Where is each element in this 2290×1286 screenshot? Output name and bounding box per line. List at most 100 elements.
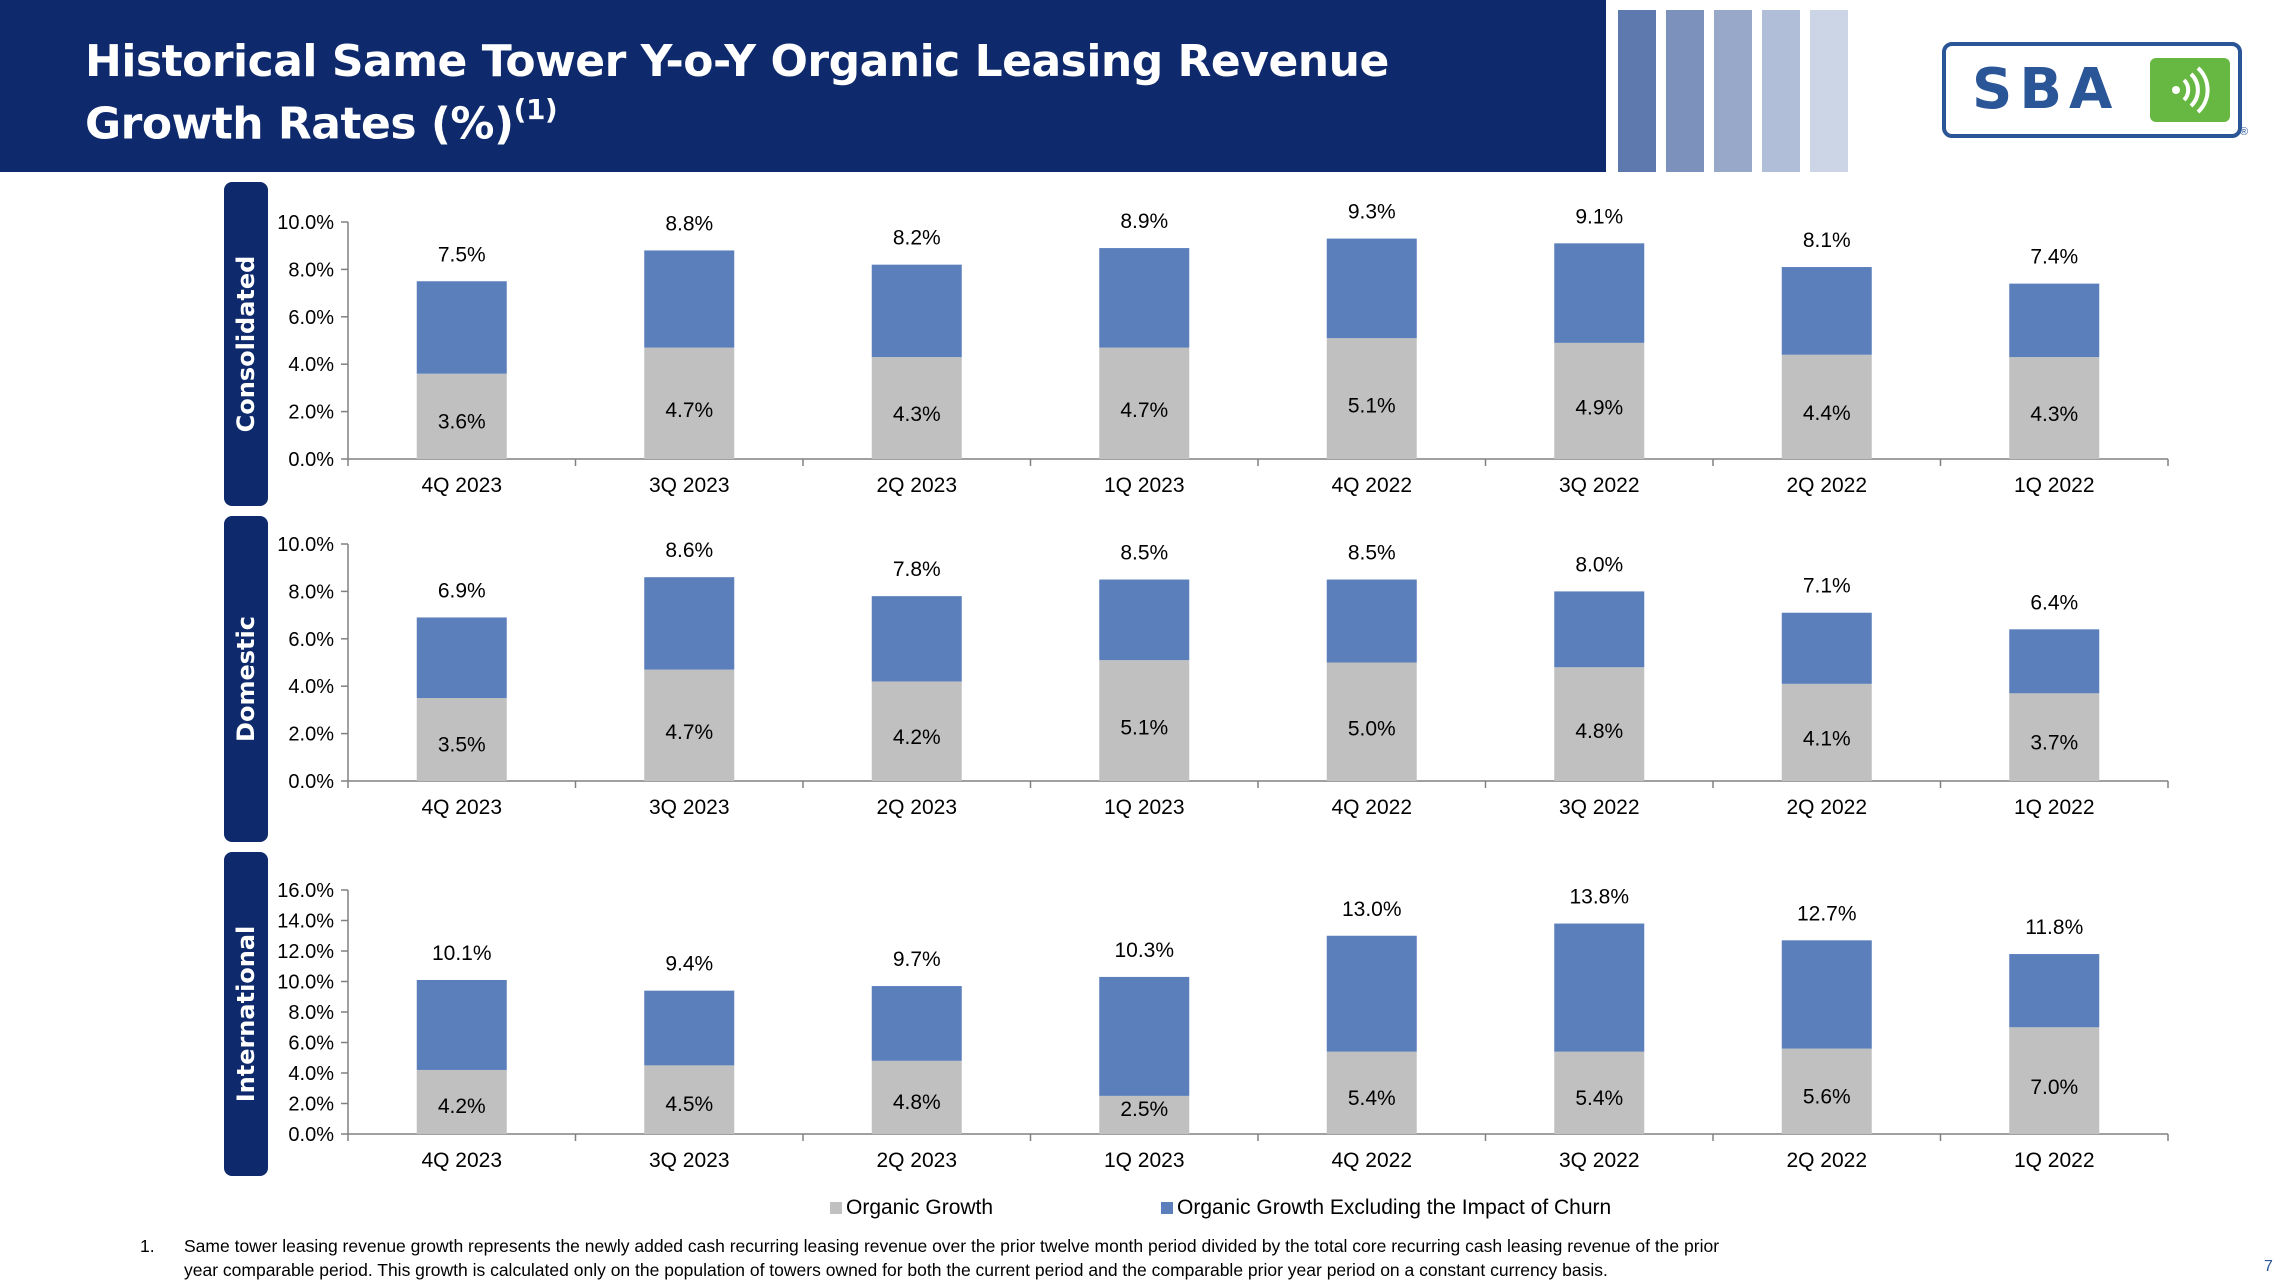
domestic-bar-organic <box>416 698 507 781</box>
international-bar-organic <box>1326 1051 1417 1134</box>
international-category-label: 4Q 2023 <box>421 1149 502 1172</box>
consolidated-bar-organic <box>2009 357 2100 459</box>
consolidated-bar-excl-churn <box>416 281 507 374</box>
domestic-y-tick-label: 10.0% <box>277 534 334 556</box>
consolidated-label-organic: 4.7% <box>665 399 713 422</box>
international-category-label: 3Q 2022 <box>1559 1149 1640 1172</box>
international-label-excl-churn: 10.3% <box>1114 939 1174 962</box>
domestic-label-organic: 5.0% <box>1348 718 1396 741</box>
consolidated-category-label: 1Q 2023 <box>1104 474 1185 497</box>
international-label-excl-churn: 10.1% <box>432 942 492 965</box>
international-y-tick-label: 10.0% <box>277 972 334 994</box>
international-category-label: 4Q 2022 <box>1331 1149 1412 1172</box>
domestic-label-organic: 3.5% <box>438 734 486 757</box>
header-stripe-3 <box>1714 10 1752 172</box>
consolidated-label-excl-churn: 8.9% <box>1120 210 1168 233</box>
international-bar-organic <box>416 1069 507 1134</box>
domestic-label-organic: 4.1% <box>1803 727 1851 750</box>
domestic-label-organic: 4.2% <box>893 726 941 749</box>
consolidated-y-tick-label: 4.0% <box>288 354 334 376</box>
domestic-bar-organic <box>1554 667 1645 781</box>
header-stripe-1 <box>1618 10 1656 172</box>
domestic-y-tick-label: 2.0% <box>288 724 334 746</box>
international-bar-organic <box>2009 1027 2100 1134</box>
international-y-tick-label: 8.0% <box>288 1002 334 1024</box>
consolidated-label-organic: 4.3% <box>2030 403 2078 426</box>
domestic-y-tick-label: 8.0% <box>288 581 334 603</box>
international-bar-excl-churn <box>871 986 962 1061</box>
international-label-excl-churn: 13.8% <box>1569 886 1629 909</box>
header-stripe-5 <box>1810 10 1848 172</box>
international-label-organic: 7.0% <box>2030 1076 2078 1099</box>
header-stripe-2 <box>1666 10 1704 172</box>
consolidated-label-excl-churn: 9.3% <box>1348 201 1396 224</box>
international-bar-organic <box>644 1065 735 1134</box>
consolidated-bar-excl-churn <box>1554 243 1645 343</box>
international-bar-excl-churn <box>1099 976 1190 1096</box>
consolidated-label-excl-churn: 8.1% <box>1803 229 1851 252</box>
international-y-tick-label: 14.0% <box>277 911 334 933</box>
consolidated-category-label: 1Q 2022 <box>2014 474 2095 497</box>
domestic-label-excl-churn: 7.1% <box>1803 575 1851 598</box>
consolidated-label-excl-churn: 7.5% <box>438 243 486 266</box>
international-y-tick-label: 0.0% <box>288 1124 334 1146</box>
consolidated-bar-organic <box>644 347 735 459</box>
consolidated-label-excl-churn: 8.8% <box>665 212 713 235</box>
side-tab-domestic: Domestic <box>224 516 268 842</box>
domestic-label-excl-churn: 6.9% <box>438 579 486 602</box>
domestic-category-label: 1Q 2022 <box>2014 796 2095 819</box>
domestic-category-label: 1Q 2023 <box>1104 796 1185 819</box>
footnote-line-2: year comparable period. This growth is c… <box>184 1260 1608 1280</box>
footnote-number: 1. <box>140 1236 155 1256</box>
international-y-tick-label: 4.0% <box>288 1063 334 1085</box>
registered-mark: ® <box>2240 126 2249 138</box>
footnote-text: Same tower leasing revenue growth repres… <box>184 1234 2084 1282</box>
international-category-label: 1Q 2023 <box>1104 1149 1185 1172</box>
international-bar-excl-churn <box>1781 940 1872 1049</box>
consolidated-label-excl-churn: 7.4% <box>2030 246 2078 269</box>
domestic-category-label: 2Q 2023 <box>876 796 957 819</box>
footnote-line-1: Same tower leasing revenue growth repres… <box>184 1236 1720 1256</box>
domestic-y-tick-label: 6.0% <box>288 629 334 651</box>
domestic-bar-excl-churn <box>1554 591 1645 668</box>
consolidated-bar-organic <box>1554 342 1645 459</box>
consolidated-bar-excl-churn <box>1781 267 1872 355</box>
signal-waves-icon <box>2150 58 2230 122</box>
international-label-organic: 5.6% <box>1803 1086 1851 1109</box>
domestic-bar-excl-churn <box>1326 579 1417 663</box>
international-y-tick-label: 12.0% <box>277 941 334 963</box>
domestic-label-organic: 4.7% <box>665 721 713 744</box>
page-title: Historical Same Tower Y-o-Y Organic Leas… <box>85 36 1389 151</box>
domestic-category-label: 4Q 2023 <box>421 796 502 819</box>
consolidated-bar-organic <box>1099 347 1190 459</box>
title-line-2: Growth Rates (%)(1) <box>85 88 1389 151</box>
international-label-organic: 5.4% <box>1348 1087 1396 1110</box>
international-label-organic: 4.8% <box>893 1091 941 1114</box>
domestic-y-tick-label: 4.0% <box>288 676 334 698</box>
domestic-bar-organic <box>871 681 962 781</box>
international-bar-excl-churn <box>1326 935 1417 1052</box>
header-bar <box>0 0 1606 172</box>
domestic-label-excl-churn: 8.5% <box>1348 542 1396 565</box>
domestic-bar-excl-churn <box>644 577 735 670</box>
international-bar-excl-churn <box>2009 954 2100 1028</box>
legend-item-organic: Organic Growth <box>830 1196 993 1220</box>
international-bar-organic <box>1099 1095 1190 1134</box>
domestic-bar-excl-churn <box>1781 612 1872 684</box>
international-label-excl-churn: 9.4% <box>665 953 713 976</box>
international-label-organic: 2.5% <box>1120 1098 1168 1121</box>
consolidated-label-organic: 4.4% <box>1803 402 1851 425</box>
title-line-2-text: Growth Rates (%) <box>85 98 514 150</box>
international-label-excl-churn: 13.0% <box>1342 898 1402 921</box>
domestic-label-organic: 3.7% <box>2030 732 2078 755</box>
international-category-label: 1Q 2022 <box>2014 1149 2095 1172</box>
international-category-label: 2Q 2023 <box>876 1149 957 1172</box>
consolidated-label-organic: 4.9% <box>1575 397 1623 420</box>
legend-swatch-organic <box>830 1202 842 1214</box>
international-label-excl-churn: 12.7% <box>1797 902 1857 925</box>
domestic-bar-excl-churn <box>2009 629 2100 694</box>
page-number: 7 <box>2264 1258 2273 1275</box>
consolidated-y-tick-label: 6.0% <box>288 307 334 329</box>
domestic-category-label: 2Q 2022 <box>1786 796 1867 819</box>
